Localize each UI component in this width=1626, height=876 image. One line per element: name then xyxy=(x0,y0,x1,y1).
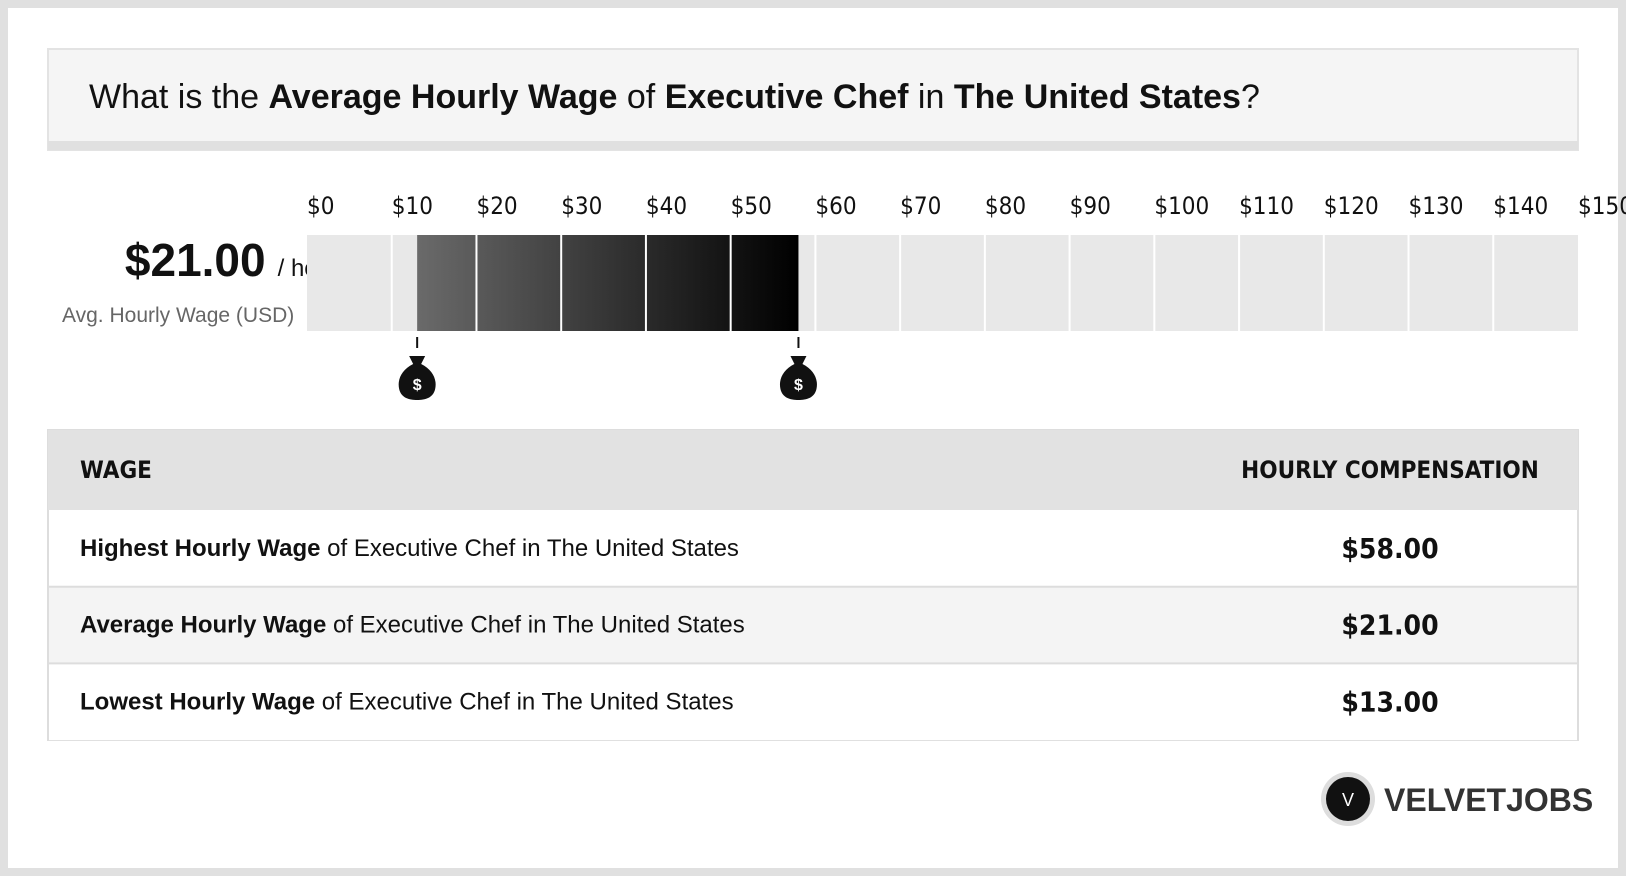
money-bag xyxy=(398,356,436,400)
row-label: Highest Hourly Wage of Executive Chef in… xyxy=(80,535,739,562)
row-value: $58.00 xyxy=(1341,532,1438,565)
scale-label: $90 xyxy=(1070,192,1111,220)
row-label-rest: of Executive Chef in The United States xyxy=(320,535,738,562)
scale-label: $100 xyxy=(1154,192,1209,220)
range-marker: $ xyxy=(398,337,436,400)
scale-cell xyxy=(900,235,985,331)
title-part: of xyxy=(617,78,664,116)
scale-cell xyxy=(984,235,1070,331)
row-label: Lowest Hourly Wage of Executive Chef in … xyxy=(80,688,734,715)
scale-label: $70 xyxy=(900,192,941,220)
header-stripe xyxy=(48,141,1578,150)
row-label-strong: Lowest Hourly Wage xyxy=(80,688,315,715)
scale-cell xyxy=(1323,235,1409,331)
table-row xyxy=(49,663,1577,741)
scale-label: $0 xyxy=(307,192,334,220)
title-part: Executive Chef xyxy=(665,78,909,116)
row-label-strong: Average Hourly Wage xyxy=(80,612,326,639)
scale-label: $50 xyxy=(731,192,772,220)
table-header xyxy=(48,430,1578,510)
row-label-rest: of Executive Chef in The United States xyxy=(326,612,744,639)
scale-label: $140 xyxy=(1493,192,1548,220)
title-part: The United States xyxy=(954,78,1241,116)
title-part: What is the xyxy=(89,78,269,116)
title: What is the Average Hourly Wage of Execu… xyxy=(89,78,1260,116)
scale-cell xyxy=(1493,235,1578,331)
table-body: Highest Hourly Wage of Executive Chef in… xyxy=(48,510,1578,741)
row-label: Average Hourly Wage of Executive Chef in… xyxy=(80,612,745,639)
title-part: ? xyxy=(1241,78,1260,116)
scale-cell xyxy=(1239,235,1324,331)
scale-label: $60 xyxy=(815,192,856,220)
scale-cell xyxy=(815,235,901,331)
money-bag xyxy=(779,356,817,400)
scale-label: $130 xyxy=(1409,192,1464,220)
scale-label: $150+ xyxy=(1578,192,1626,220)
logo-mark: V xyxy=(1342,790,1354,810)
scale-cell xyxy=(1069,235,1155,331)
row-label-strong: Highest Hourly Wage xyxy=(80,535,320,562)
money-sign: $ xyxy=(794,377,803,394)
header-box xyxy=(47,48,1579,151)
row-label-rest: of Executive Chef in The United States xyxy=(315,688,733,715)
title-part: in xyxy=(908,78,953,116)
row-value: $13.00 xyxy=(1341,685,1438,718)
range-bar xyxy=(417,235,799,331)
summary-label: Avg. Hourly Wage (USD) xyxy=(62,304,294,327)
scale-cell xyxy=(307,235,392,331)
row-value: $21.00 xyxy=(1341,609,1438,642)
scale-label: $40 xyxy=(646,192,687,220)
range-scale: $0 $10 $20 $30 $40 $50 $60 $70 $80 $90 $100 $110 $12… xyxy=(307,192,1626,400)
scale-label: $20 xyxy=(476,192,517,220)
table-header-cell: HOURLY COMPENSATION xyxy=(1241,456,1539,484)
money-sign: $ xyxy=(413,377,422,394)
range-marker: $ xyxy=(779,337,817,400)
scale-label: $30 xyxy=(561,192,602,220)
scale-label: $110 xyxy=(1239,192,1294,220)
table-header-cell: WAGE xyxy=(80,456,152,484)
title-part: Average Hourly Wage xyxy=(269,78,618,116)
logo-circle xyxy=(1326,777,1370,821)
table-row xyxy=(49,586,1577,664)
scale-label: $10 xyxy=(392,192,433,220)
logo-name: VELVETJOBS xyxy=(1384,782,1593,818)
table-row xyxy=(49,510,1577,587)
scale-label: $80 xyxy=(985,192,1026,220)
scale-cell xyxy=(1154,235,1240,331)
scale-label: $120 xyxy=(1324,192,1379,220)
scale-cell xyxy=(1408,235,1494,331)
